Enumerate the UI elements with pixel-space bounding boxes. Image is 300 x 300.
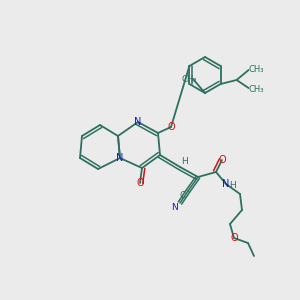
- Text: O: O: [136, 178, 144, 188]
- Text: O: O: [218, 155, 226, 165]
- Text: CH₃: CH₃: [181, 76, 197, 85]
- Text: N: N: [222, 179, 230, 189]
- Text: C: C: [180, 190, 186, 200]
- Text: H: H: [230, 182, 236, 190]
- Text: N: N: [172, 202, 178, 211]
- Text: N: N: [134, 117, 142, 127]
- Text: O: O: [167, 122, 175, 132]
- Text: CH₃: CH₃: [249, 64, 264, 74]
- Text: O: O: [230, 233, 238, 243]
- Text: N: N: [116, 153, 124, 163]
- Text: CH₃: CH₃: [249, 85, 264, 94]
- Text: H: H: [182, 158, 188, 166]
